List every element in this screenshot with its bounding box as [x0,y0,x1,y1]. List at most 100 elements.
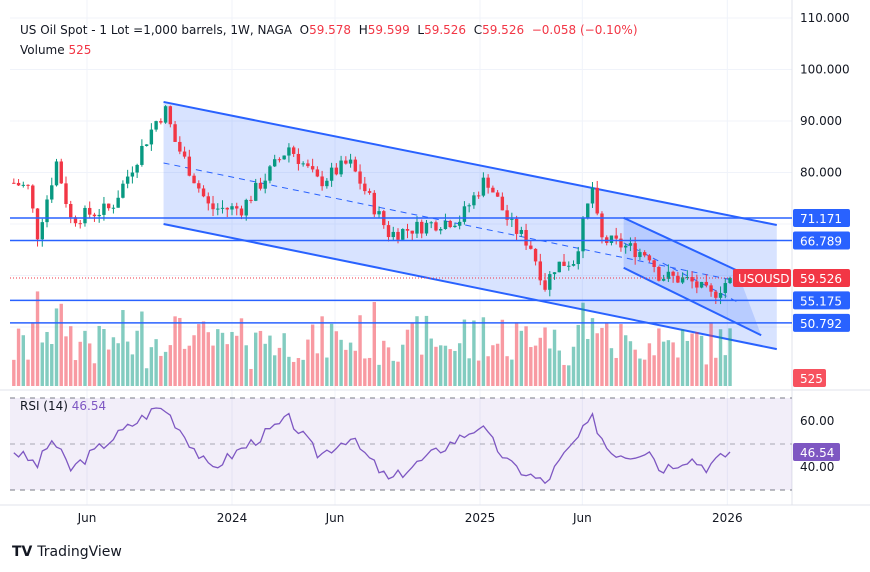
time-axis-tick: Jun [77,511,97,525]
candle-body [367,191,372,193]
volume-bar [486,356,490,386]
candle-body [462,206,467,222]
volume-bar [382,340,386,386]
candle-body [405,229,410,231]
volume-bar [699,335,704,386]
candle-body [600,213,604,238]
volume-bar [628,341,633,386]
price-axis-tick: 80.000 [800,166,842,180]
brand-name: TradingView [37,544,122,560]
volume-bar [168,345,173,386]
candle-body [457,221,462,226]
candle-body [363,183,367,192]
volume-bar [533,345,538,386]
volume-bar [481,317,486,386]
candle-body [386,225,391,238]
volume-bar [590,318,595,386]
volume-bar [173,316,177,386]
high-label: H [358,23,368,37]
candle-body [652,260,656,267]
candle-body [514,218,519,234]
volume-bar [69,326,73,386]
volume-bar [125,341,130,386]
volume-bar [552,329,557,386]
volume-bar [54,308,59,386]
volume-bar [163,351,168,386]
volume-bar [201,321,206,386]
candle-body [197,183,201,189]
symbol-title: US Oil Spot - 1 Lot =1,000 barrels, 1W, … [20,23,292,37]
time-axis-tick: Jun [572,511,592,525]
volume-bar [438,345,443,386]
candle-body [538,261,543,281]
volume-bar [325,357,329,386]
candle-body [704,281,709,286]
volume-bar [657,328,661,386]
candle-body [64,183,68,205]
price-axis-tick: 90.000 [800,114,842,128]
candle-body [263,180,267,189]
volume-bar [633,349,637,386]
volume-bar [476,360,481,386]
volume-bar [73,360,78,386]
rsi-line [13,407,731,485]
volume-bar [685,340,690,386]
candle-body [125,176,130,184]
level-price-label: 55.175 [800,294,842,308]
candle-body [680,277,685,283]
candle-body [567,265,571,267]
candle-body [443,220,448,230]
rsi-value-label: 46.54 [800,446,834,460]
candle-body [192,175,196,184]
volume-bar [386,347,391,386]
open-value: 59.578 [309,23,352,37]
candle-body [334,167,339,175]
volume-bar [50,344,54,386]
volume-bar [159,355,163,386]
candle-body [106,203,111,209]
volume-bar [623,335,628,386]
candle-body [690,277,694,282]
volume-bar [472,320,476,386]
level-price-tag [793,208,850,227]
volume-bar [434,346,438,386]
candle-body [391,231,395,238]
candle-body [291,147,296,154]
candle-body [581,218,585,252]
volume-bar [45,331,49,386]
candle-body [353,159,358,172]
volume-bar [410,322,414,386]
candle-body [657,266,661,281]
volume-bar [709,322,713,386]
volume-bar [249,368,253,386]
rsi-axis-tick: 40.00 [800,460,834,474]
volume-bar [571,346,576,386]
volume-bar [40,342,44,386]
candle-body [699,281,704,288]
candle-body [586,203,590,219]
volume-bar [505,356,509,386]
candle-body [239,208,244,216]
tradingview-logo[interactable]: 𝗧𝗩 TradingView [12,544,122,560]
level-price-label: 66.789 [800,235,842,249]
volume-bar [567,365,571,386]
volume-value: 525 [68,43,92,57]
candle-body [296,153,301,164]
level-price-label: 50.792 [800,317,842,331]
candle-body [576,251,580,265]
candle-body [140,145,144,165]
low-label: L [417,23,425,37]
candle-body [642,252,647,256]
volume-bar [268,335,272,386]
volume-bar [680,329,685,386]
volume-bar [106,349,111,386]
channel-upper-line [163,100,777,227]
volume-bar [495,343,500,386]
candle-body [45,199,49,223]
volume-bar [244,345,248,386]
candle-body [495,192,500,197]
volume-bar [26,359,30,386]
candle-body [235,206,239,209]
